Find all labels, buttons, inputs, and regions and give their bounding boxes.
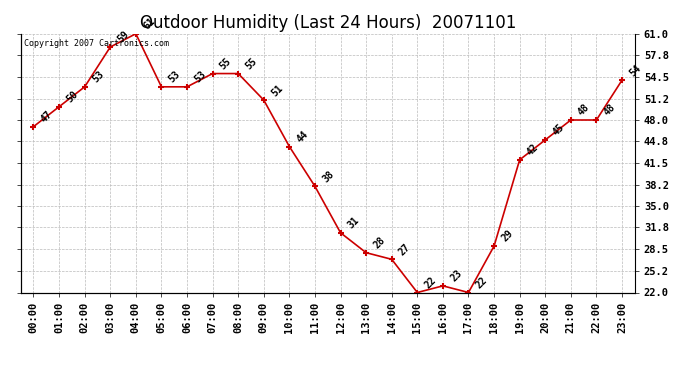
Text: 50: 50 bbox=[65, 89, 80, 105]
Text: 29: 29 bbox=[500, 228, 515, 244]
Text: 53: 53 bbox=[90, 69, 106, 85]
Text: 48: 48 bbox=[576, 102, 592, 118]
Text: 22: 22 bbox=[474, 275, 489, 290]
Title: Outdoor Humidity (Last 24 Hours)  20071101: Outdoor Humidity (Last 24 Hours) 2007110… bbox=[139, 14, 516, 32]
Text: 27: 27 bbox=[397, 242, 413, 257]
Text: 28: 28 bbox=[372, 235, 387, 250]
Text: 54: 54 bbox=[628, 63, 643, 78]
Text: 23: 23 bbox=[448, 268, 464, 284]
Text: 55: 55 bbox=[244, 56, 259, 71]
Text: 59: 59 bbox=[116, 30, 131, 45]
Text: 38: 38 bbox=[321, 169, 336, 184]
Text: 22: 22 bbox=[423, 275, 438, 290]
Text: Copyright 2007 Cartronics.com: Copyright 2007 Cartronics.com bbox=[23, 39, 169, 48]
Text: 45: 45 bbox=[551, 122, 566, 138]
Text: 61: 61 bbox=[141, 16, 157, 32]
Text: 53: 53 bbox=[167, 69, 182, 85]
Text: 55: 55 bbox=[218, 56, 233, 71]
Text: 31: 31 bbox=[346, 215, 362, 231]
Text: 51: 51 bbox=[269, 82, 285, 98]
Text: 48: 48 bbox=[602, 102, 618, 118]
Text: 53: 53 bbox=[193, 69, 208, 85]
Text: 44: 44 bbox=[295, 129, 310, 144]
Text: 47: 47 bbox=[39, 109, 55, 124]
Text: 42: 42 bbox=[525, 142, 540, 158]
